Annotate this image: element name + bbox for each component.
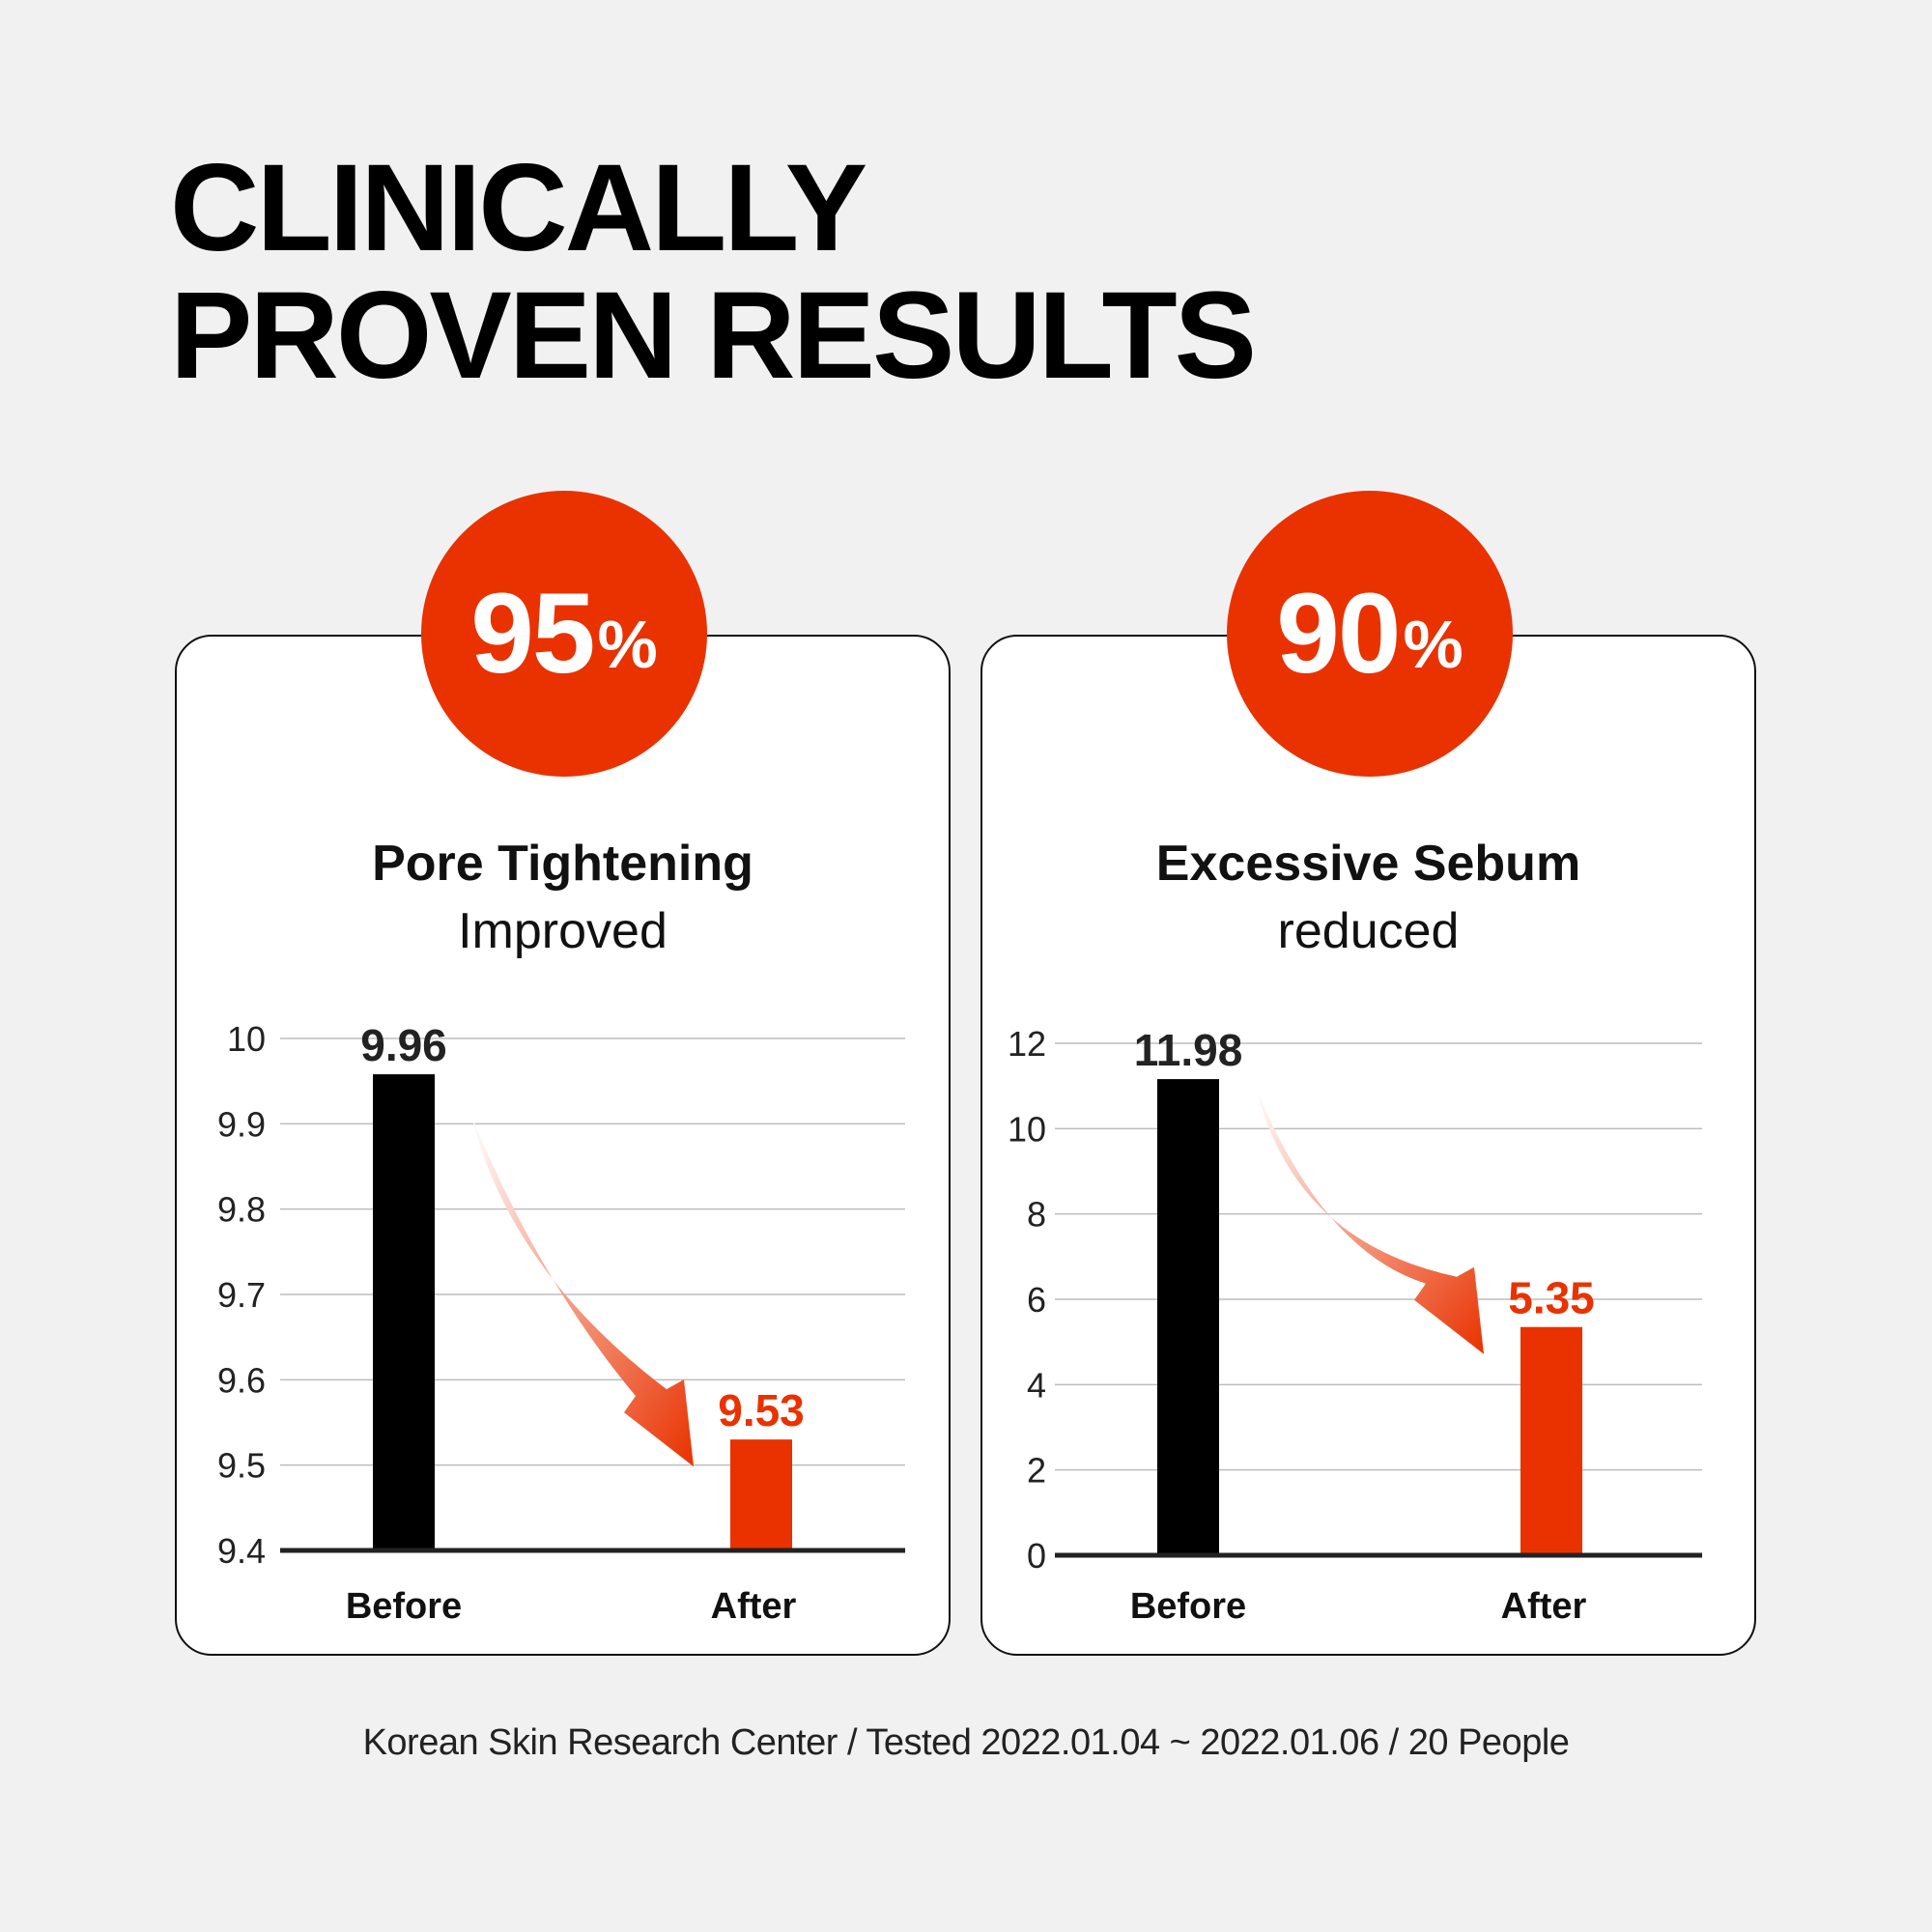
badge-number: 95 <box>470 570 595 697</box>
improvement-percent-badge: 95% <box>421 491 707 777</box>
y-tick-label: 6 <box>1027 1280 1046 1320</box>
decrease-arrow-icon <box>1256 1087 1484 1354</box>
chart-title: Excessive Sebum <box>1155 836 1581 892</box>
study-footnote: Korean Skin Research Center / Tested 202… <box>362 1722 1570 1763</box>
value-label: 9.96 <box>360 1020 447 1070</box>
y-tick-label: 9.7 <box>217 1275 266 1315</box>
x-category-label: Before <box>1130 1586 1246 1627</box>
bar-after <box>1520 1326 1582 1555</box>
x-category-label: After <box>1501 1586 1587 1627</box>
y-tick-label: 0 <box>1027 1536 1046 1576</box>
y-tick-label: 8 <box>1027 1195 1046 1235</box>
value-label: 5.35 <box>1508 1273 1595 1323</box>
pore-tightening-card: Pore Tightening Improved <box>175 635 951 1656</box>
badge-number: 90 <box>1276 570 1401 697</box>
y-tick-label: 2 <box>1027 1451 1046 1491</box>
y-tick-label: 10 <box>227 1019 266 1059</box>
chart-subtitle: reduced <box>1277 903 1460 959</box>
reduction-percent-badge: 90% <box>1227 491 1513 777</box>
x-category-label: Before <box>346 1586 462 1627</box>
y-tick-label: 9.9 <box>217 1104 266 1144</box>
badge-percent-sign: % <box>1403 607 1463 682</box>
y-tick-label: 9.4 <box>217 1531 266 1571</box>
chart-subtitle: Improved <box>458 903 668 959</box>
y-tick-label: 10 <box>1008 1109 1046 1149</box>
headline: CLINICALLY PROVEN RESULTS <box>170 139 1257 405</box>
y-tick-label: 9.6 <box>217 1360 266 1400</box>
badge-percent-sign: % <box>597 607 658 682</box>
value-label: 9.53 <box>718 1385 805 1435</box>
excessive-sebum-card: Excessive Sebum reduced <box>980 635 1756 1656</box>
chart-title: Pore Tightening <box>372 836 753 892</box>
decrease-arrow-icon <box>471 1116 694 1467</box>
headline-line-1: CLINICALLY <box>170 139 867 277</box>
y-tick-label: 9.5 <box>217 1446 266 1486</box>
y-tick-label: 9.8 <box>217 1190 266 1230</box>
bar-before <box>1157 1079 1219 1555</box>
value-label: 11.98 <box>1134 1025 1243 1075</box>
headline-line-2: PROVEN RESULTS <box>170 267 1257 405</box>
y-tick-label: 12 <box>1008 1024 1046 1064</box>
x-category-label: After <box>711 1586 797 1627</box>
bar-before <box>373 1074 435 1550</box>
bar-after <box>730 1439 792 1550</box>
y-tick-label: 4 <box>1027 1365 1046 1405</box>
